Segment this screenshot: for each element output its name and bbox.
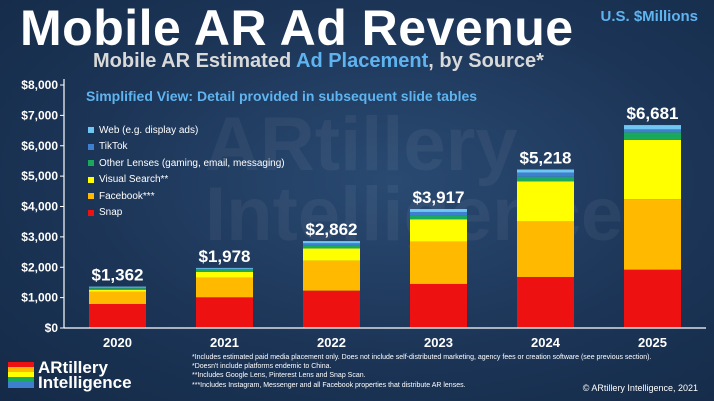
bar-segment-visual-2020 (89, 289, 146, 292)
y-tick-label: $1,000 (21, 291, 58, 305)
y-tick-label: $0 (45, 321, 59, 335)
bar-segment-other-2021 (196, 269, 253, 272)
logo-line1: ARtillery (38, 358, 108, 377)
x-tick-label: 2022 (317, 335, 346, 350)
subtitle-highlight: Ad Placement (296, 50, 429, 72)
legend-label: Visual Search** (99, 174, 169, 186)
chart-subtitle: Mobile AR Estimated Ad Placement, by Sou… (93, 50, 544, 73)
y-tick-label: $7,000 (21, 108, 58, 122)
bar-segment-tiktok-2025 (624, 129, 681, 133)
y-tick-label: $6,000 (21, 139, 58, 153)
bar-segment-web-2021 (196, 267, 253, 269)
legend-item: Visual Search** (88, 172, 285, 189)
legend-label: Other Lenses (gaming, email, messaging) (99, 157, 285, 169)
footnotes: *Includes estimated paid media placement… (192, 353, 651, 390)
bar-segment-web-2022 (303, 241, 360, 244)
bar-segment-web-2023 (410, 209, 467, 212)
bar-segment-snap-2023 (410, 283, 467, 328)
legend-swatch (88, 127, 94, 134)
legend-swatch (88, 160, 94, 167)
bar-segment-snap-2025 (624, 269, 681, 328)
bar-segment-other-2022 (303, 245, 360, 249)
bar-segment-visual-2023 (410, 219, 467, 242)
logo-text: ARtillery Intelligence (38, 358, 132, 392)
bar-segment-other-2025 (624, 132, 681, 140)
logo-mark-icon (8, 362, 34, 388)
footnote-line: **Includes Google Lens, Pinterest Lens a… (192, 372, 366, 380)
bar-segment-visual-2022 (303, 248, 360, 261)
bar-total-label: $3,917 (413, 188, 465, 207)
bar-segment-tiktok-2024 (517, 172, 574, 177)
legend-swatch (88, 143, 94, 150)
legend-item: TikTok (88, 139, 285, 156)
y-tick-label: $2,000 (21, 260, 58, 274)
bar-segment-other-2024 (517, 176, 574, 182)
bar-total-label: $1,362 (92, 266, 144, 285)
bar-segment-facebook-2021 (196, 277, 253, 298)
x-tick-label: 2023 (424, 335, 453, 350)
subtitle-pre: Mobile AR Estimated (93, 50, 296, 72)
page-title: Mobile AR Ad Revenue (20, 0, 574, 56)
bar-segment-web-2020 (89, 286, 146, 288)
bar-segment-snap-2022 (303, 290, 360, 328)
bar-segment-facebook-2023 (410, 241, 467, 284)
x-tick-label: 2025 (638, 335, 667, 350)
bar-segment-web-2025 (624, 125, 681, 130)
bar-segment-tiktok-2021 (196, 268, 253, 270)
legend-swatch (88, 193, 94, 200)
legend-item: Facebook*** (88, 188, 285, 205)
footnote-line: *Doesn't include platforms endemic to Ch… (192, 363, 332, 371)
bar-segment-visual-2025 (624, 139, 681, 200)
bar-total-label: $2,862 (306, 220, 358, 239)
bar-segment-snap-2020 (89, 304, 146, 328)
bar-segment-facebook-2022 (303, 260, 360, 291)
bar-total-label: $1,978 (199, 247, 251, 266)
bar-total-label: $6,681 (627, 104, 679, 123)
bar-segment-other-2023 (410, 215, 467, 220)
x-tick-label: 2021 (210, 335, 239, 350)
bar-segment-tiktok-2023 (410, 211, 467, 216)
bar-segment-visual-2021 (196, 271, 253, 278)
y-tick-label: $3,000 (21, 230, 58, 244)
x-tick-label: 2024 (531, 335, 561, 350)
y-tick-label: $5,000 (21, 169, 58, 183)
legend-label: Facebook*** (99, 190, 155, 202)
legend-item: Snap (88, 205, 285, 222)
bar-segment-facebook-2020 (89, 291, 146, 305)
watermark-line1: ARtillery (205, 102, 518, 187)
bar-segment-tiktok-2020 (89, 287, 146, 289)
footnote-line: *Includes estimated paid media placement… (192, 354, 652, 361)
subtitle-post: , by Source* (428, 50, 544, 72)
bar-segment-facebook-2024 (517, 221, 574, 277)
bar-segment-snap-2021 (196, 297, 253, 328)
y-tick-label: $4,000 (21, 200, 58, 214)
bar-segment-facebook-2025 (624, 199, 681, 270)
bar-segment-tiktok-2022 (303, 243, 360, 246)
legend-label: Snap (99, 207, 123, 219)
legend-item: Web (e.g. display ads) (88, 122, 285, 139)
legend-item: Other Lenses (gaming, email, messaging) (88, 155, 285, 172)
legend-swatch (88, 209, 94, 216)
y-tick-label: $8,000 (21, 78, 58, 92)
chart-note: Simplified View: Detail provided in subs… (86, 88, 478, 104)
bar-total-label: $5,218 (520, 149, 572, 168)
bar-segment-visual-2024 (517, 181, 574, 222)
unit-label: U.S. $Millions (600, 8, 698, 25)
artillery-logo: ARtillery Intelligence (8, 358, 132, 392)
bar-segment-snap-2024 (517, 276, 574, 328)
copyright: © ARtillery Intelligence, 2021 (582, 383, 698, 393)
chart-legend: Web (e.g. display ads) TikTok Other Lenses… (88, 122, 285, 221)
legend-label: Web (e.g. display ads) (99, 124, 199, 136)
legend-swatch (88, 176, 94, 183)
bar-segment-other-2020 (89, 288, 146, 290)
logo-line2: Intelligence (38, 373, 132, 392)
legend-label: TikTok (99, 141, 128, 153)
footnote-line: ***Includes Instagram, Messenger and all… (192, 381, 466, 389)
x-tick-label: 2020 (103, 335, 132, 350)
bar-segment-web-2024 (517, 169, 574, 173)
